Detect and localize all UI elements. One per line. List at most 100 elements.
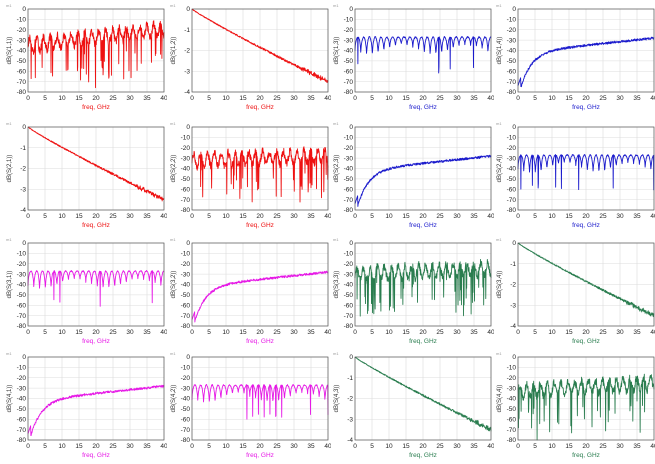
x-tick-label: 40 xyxy=(487,213,494,220)
plot-frame xyxy=(27,126,165,211)
y-tick-label: 0 xyxy=(22,124,26,131)
y-tick-label: -10 xyxy=(181,135,191,142)
y-tick-label: 0 xyxy=(512,124,516,131)
x-tick-label: 0 xyxy=(353,329,357,336)
x-tick-label: 15 xyxy=(75,443,83,450)
y-tick-label: -20 xyxy=(344,261,354,268)
x-tick-label: 25 xyxy=(273,443,281,450)
x-tick-label: 35 xyxy=(307,95,315,102)
plot-frame xyxy=(354,8,492,93)
x-tick-label: 30 xyxy=(126,95,134,102)
y-tick-label: -50 xyxy=(181,176,191,183)
y-tick-label: -1 xyxy=(347,375,353,382)
x-tick-label: 40 xyxy=(487,443,494,450)
y-tick-label: -60 xyxy=(17,302,27,309)
plot-frame xyxy=(191,356,329,441)
x-axis-label: freq, GHz xyxy=(82,104,110,111)
x-tick-label: 35 xyxy=(143,95,151,102)
x-tick-label: 0 xyxy=(353,95,357,102)
y-tick-label: -4 xyxy=(20,207,26,214)
y-tick-label: -50 xyxy=(344,176,354,183)
x-axis-label: freq, GHz xyxy=(409,104,437,111)
x-tick-label: 25 xyxy=(436,213,444,220)
series-line-s21 xyxy=(27,126,165,202)
y-tick-label: -60 xyxy=(344,186,354,193)
y-tick-label: 0 xyxy=(186,240,190,247)
x-tick-label: 30 xyxy=(126,443,134,450)
y-tick-label: -50 xyxy=(181,406,191,413)
y-tick-label: -10 xyxy=(17,17,27,24)
y-tick-label: -40 xyxy=(344,48,354,55)
x-tick-label: 25 xyxy=(109,213,117,220)
x-tick-label: 40 xyxy=(324,95,331,102)
x-tick-label: 15 xyxy=(565,443,573,450)
y-axis-label: dB(S(2,1)) xyxy=(7,155,13,183)
y-tick-label: -20 xyxy=(17,27,27,34)
x-tick-label: 5 xyxy=(43,329,47,336)
x-tick-label: 20 xyxy=(419,213,427,220)
y-tick-label: -30 xyxy=(17,37,27,44)
x-tick-label: 10 xyxy=(58,329,66,336)
x-tick-label: 5 xyxy=(370,95,374,102)
chart-s13: 0 5 10 15 20 25 30 35 40 0 -10 -20 -30 -40 -50 -60 -70 -8… xyxy=(331,2,494,116)
chart-s31: 0 5 10 15 20 25 30 35 40 0 -10 -20 -30 -40 -50 -60 -70 -8… xyxy=(4,236,167,350)
y-axis-label: dB(S(1,1)) xyxy=(7,37,13,65)
y-tick-label: -60 xyxy=(181,302,191,309)
y-tick-label: -20 xyxy=(344,27,354,34)
x-tick-label: 35 xyxy=(470,213,478,220)
x-tick-label: 40 xyxy=(324,329,331,336)
x-tick-label: 10 xyxy=(222,443,230,450)
x-tick-label: 40 xyxy=(160,95,167,102)
x-tick-label: 20 xyxy=(582,443,590,450)
chart-svg-s13: 0 5 10 15 20 25 30 35 40 0 -10 -20 -30 -40 -50 -60 -70 -8… xyxy=(333,3,494,111)
y-tick-label: -70 xyxy=(17,427,27,434)
x-axis-label: freq, GHz xyxy=(82,338,110,345)
x-tick-label: 0 xyxy=(26,329,30,336)
x-tick-label: 30 xyxy=(290,329,298,336)
x-tick-label: 5 xyxy=(370,213,374,220)
x-tick-label: 20 xyxy=(92,329,100,336)
y-tick-label: -30 xyxy=(344,155,354,162)
chart-s24: 0 5 10 15 20 25 30 35 40 0 -10 -20 -30 -40 -50 -60 -70 -8… xyxy=(494,120,655,234)
y-tick-label: -40 xyxy=(181,396,191,403)
plot-frame xyxy=(354,126,492,211)
y-tick-label: -70 xyxy=(507,197,517,204)
chart-svg-s32: 0 5 10 15 20 25 30 35 40 0 -10 -20 -30 -40 -50 -60 -70 -8… xyxy=(170,237,331,345)
plot-frame xyxy=(354,356,492,441)
y-tick-label: -20 xyxy=(17,261,27,268)
x-tick-label: 10 xyxy=(548,443,556,450)
chart-s21: 0 5 10 15 20 25 30 35 40 0 -1 -2 -3 -4 freq, GHz dB(S(2… xyxy=(4,120,167,234)
x-tick-label: 5 xyxy=(533,329,537,336)
x-tick-label: 0 xyxy=(190,95,194,102)
x-tick-label: 25 xyxy=(599,95,607,102)
y-tick-label: -1 xyxy=(510,261,516,268)
y-tick-label: 0 xyxy=(349,124,353,131)
y-tick-label: -40 xyxy=(181,166,191,173)
y-tick-label: -80 xyxy=(344,89,354,96)
marker-tag: m1 xyxy=(170,3,176,8)
x-tick-label: 25 xyxy=(273,329,281,336)
x-tick-label: 40 xyxy=(160,443,167,450)
y-tick-label: -70 xyxy=(507,79,517,86)
x-tick-label: 25 xyxy=(273,213,281,220)
x-tick-label: 10 xyxy=(58,443,66,450)
y-tick-label: -50 xyxy=(181,292,191,299)
x-tick-label: 5 xyxy=(370,329,374,336)
x-tick-label: 15 xyxy=(402,443,410,450)
x-tick-label: 20 xyxy=(92,443,100,450)
y-tick-label: -40 xyxy=(17,48,27,55)
x-tick-label: 35 xyxy=(143,443,151,450)
x-axis-label: freq, GHz xyxy=(82,452,110,459)
series-line-s32 xyxy=(191,270,329,323)
y-tick-label: -40 xyxy=(507,166,517,173)
y-tick-label: -50 xyxy=(17,58,27,65)
y-tick-label: -2 xyxy=(347,396,353,403)
x-tick-label: 0 xyxy=(516,213,520,220)
y-axis-label: dB(S(4,1)) xyxy=(7,385,13,413)
marker-tag: m1 xyxy=(170,121,176,126)
y-axis-label: dB(S(2,2)) xyxy=(171,155,177,183)
y-tick-label: 0 xyxy=(512,240,516,247)
y-tick-label: -10 xyxy=(507,365,517,372)
x-tick-label: 35 xyxy=(307,443,315,450)
series-line-s23 xyxy=(354,154,492,207)
